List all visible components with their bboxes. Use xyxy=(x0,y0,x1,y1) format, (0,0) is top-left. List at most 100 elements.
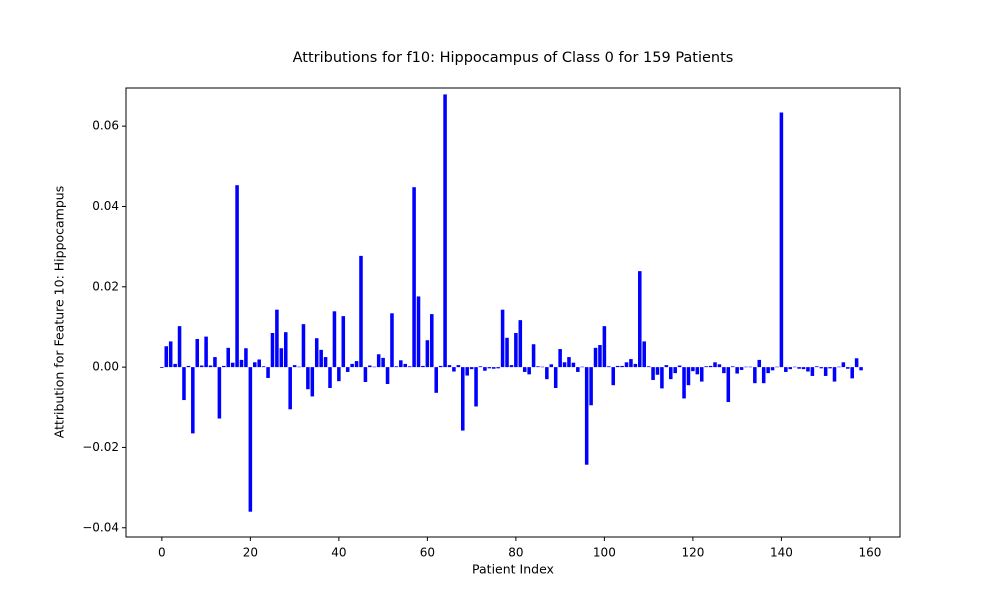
bar xyxy=(478,366,483,368)
bar xyxy=(677,365,682,368)
bar xyxy=(487,367,492,369)
bar xyxy=(301,324,306,368)
bar xyxy=(598,345,602,368)
bar xyxy=(217,367,222,419)
bar xyxy=(518,320,523,368)
bar xyxy=(452,367,456,372)
bar xyxy=(664,365,669,368)
bar xyxy=(314,338,319,368)
bar xyxy=(283,332,288,368)
y-tick-label: −0.04 xyxy=(82,520,119,534)
bar xyxy=(779,112,784,368)
bar xyxy=(722,367,726,374)
bar xyxy=(784,367,788,372)
bar xyxy=(270,332,275,368)
bar xyxy=(602,326,607,368)
plot-frame xyxy=(125,87,901,538)
bar xyxy=(483,367,487,371)
bar xyxy=(761,367,766,384)
bar xyxy=(403,363,408,368)
bar xyxy=(801,367,806,370)
bar xyxy=(571,362,576,368)
x-tick-label: 0 xyxy=(158,546,166,560)
bar xyxy=(275,309,279,368)
bar xyxy=(461,367,465,431)
bar xyxy=(399,360,403,368)
bar xyxy=(177,326,182,368)
bar xyxy=(611,367,616,386)
bar xyxy=(443,94,447,368)
bar xyxy=(646,366,651,368)
bar xyxy=(668,367,673,380)
x-tick-label: 60 xyxy=(420,546,435,560)
bar xyxy=(629,359,633,368)
bar xyxy=(589,367,593,406)
bar xyxy=(306,367,310,390)
bar xyxy=(164,346,169,368)
x-tick-label: 140 xyxy=(770,546,793,560)
bar xyxy=(792,366,797,368)
bar xyxy=(766,367,770,374)
bar xyxy=(691,367,695,372)
bar xyxy=(319,349,323,368)
bar xyxy=(642,341,646,368)
bar xyxy=(509,365,514,368)
bar xyxy=(199,365,204,368)
bar xyxy=(469,367,474,370)
bar xyxy=(186,365,191,368)
bar xyxy=(726,367,731,403)
bar xyxy=(655,367,660,375)
bar xyxy=(854,358,859,368)
bar xyxy=(288,367,292,410)
bar xyxy=(253,362,257,368)
bar xyxy=(434,367,438,393)
bar xyxy=(686,367,691,386)
bar xyxy=(359,255,363,368)
bar xyxy=(244,348,248,368)
bar xyxy=(770,367,775,371)
bar xyxy=(222,365,226,368)
bar xyxy=(204,336,208,368)
bar xyxy=(292,365,297,368)
bar xyxy=(323,357,328,368)
bar xyxy=(266,367,270,378)
bar xyxy=(239,359,244,368)
bar xyxy=(345,367,350,372)
bar xyxy=(832,367,837,382)
bar xyxy=(545,367,549,380)
bar xyxy=(341,316,346,368)
bar xyxy=(850,367,854,379)
bar xyxy=(514,332,518,368)
bar xyxy=(235,185,239,368)
chart-title: Attributions for f10: Hippocampus of Cla… xyxy=(293,50,734,66)
x-tick-label: 80 xyxy=(508,546,523,560)
bar xyxy=(673,367,677,374)
bar xyxy=(372,366,377,368)
x-tick-label: 100 xyxy=(593,546,616,560)
bar xyxy=(735,367,739,374)
bar xyxy=(430,314,434,368)
bar xyxy=(815,366,819,368)
bar xyxy=(624,362,629,368)
bar xyxy=(576,367,580,372)
bar xyxy=(739,367,744,370)
x-tick-label: 40 xyxy=(331,546,346,560)
bar xyxy=(607,366,611,368)
y-tick-label: 0.06 xyxy=(92,119,119,133)
bar xyxy=(633,363,638,368)
bar xyxy=(788,367,793,370)
bar xyxy=(651,367,655,380)
x-tick-label: 160 xyxy=(858,546,881,560)
bar xyxy=(584,367,589,465)
bar xyxy=(465,367,469,376)
bar xyxy=(823,367,828,376)
bar xyxy=(810,367,815,376)
bar xyxy=(553,367,558,389)
bar xyxy=(195,339,200,368)
bar xyxy=(279,348,284,368)
bar xyxy=(368,365,372,368)
x-tick-label: 20 xyxy=(243,546,258,560)
bar xyxy=(744,366,748,368)
bar xyxy=(381,357,385,368)
